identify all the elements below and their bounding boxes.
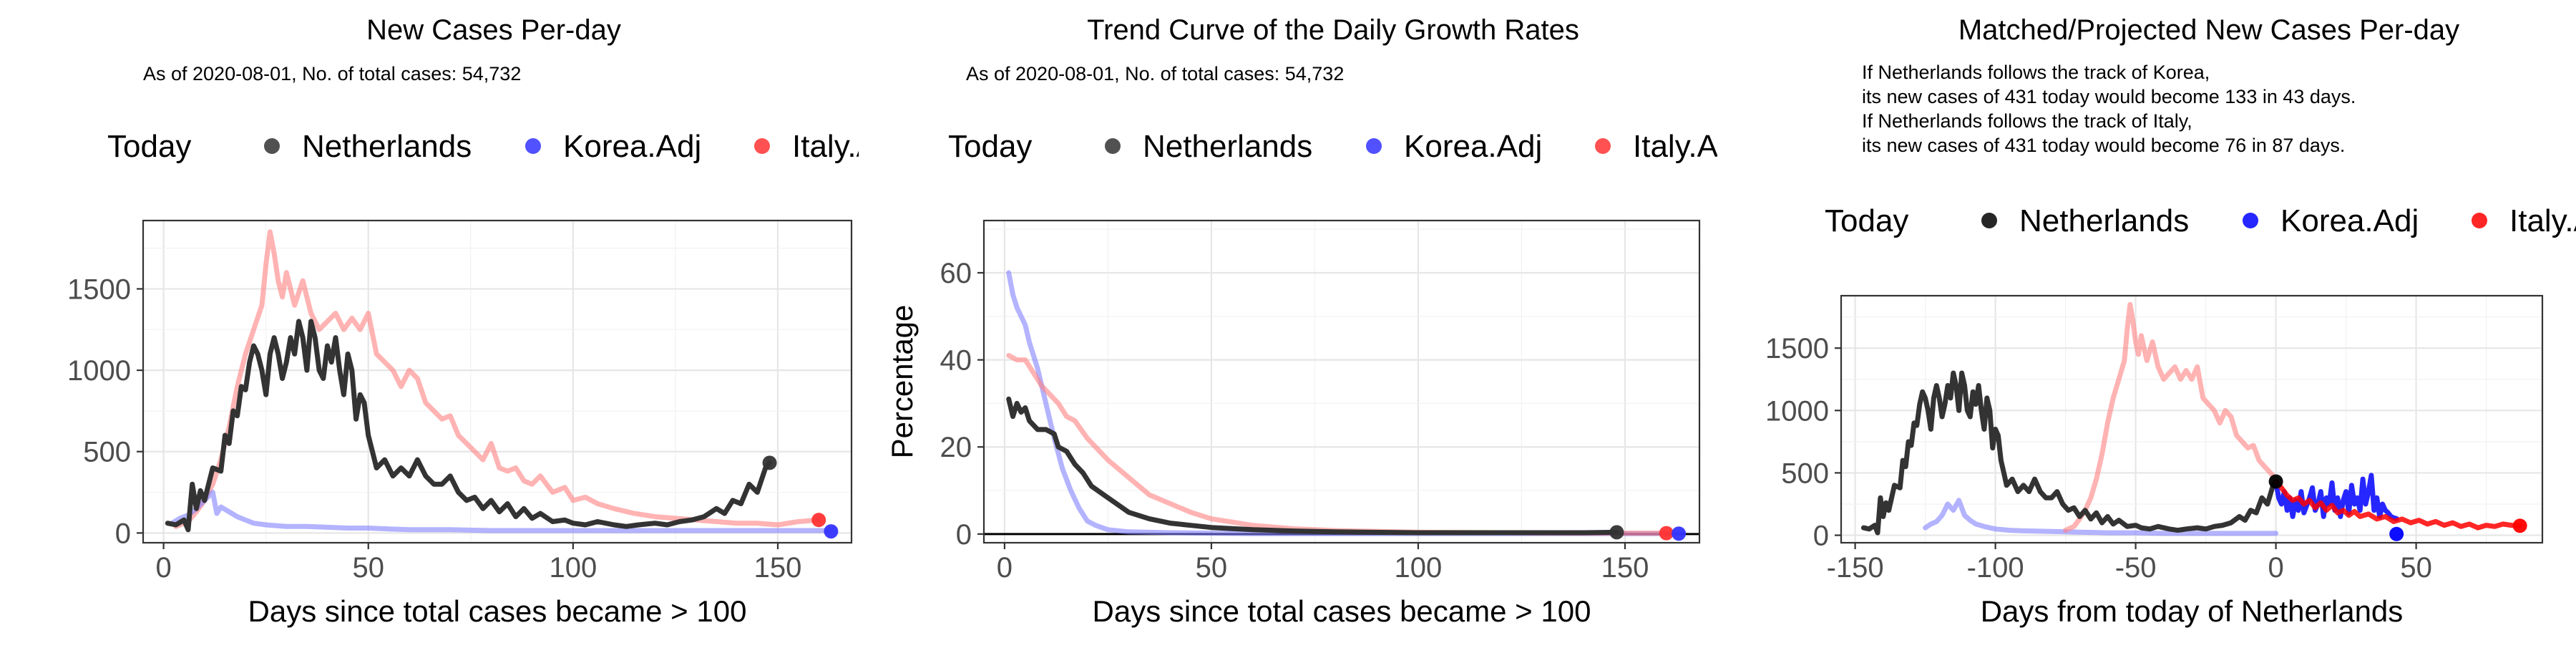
- legend-marker-korea-adj: [525, 138, 541, 154]
- legend-title: Today: [948, 129, 1032, 164]
- legend-label-netherlands: Netherlands: [1143, 129, 1312, 164]
- legend-marker-netherlands: [1105, 138, 1121, 154]
- legend-title: Today: [1825, 203, 1908, 238]
- today-point-korea-adj: [824, 524, 839, 539]
- legend-label-italy-adj: Italy.Adj: [792, 129, 902, 164]
- today-point-italy-adj: [1659, 526, 1674, 541]
- legend-label-korea-adj: Korea.Adj: [1404, 129, 1542, 164]
- legend-marker-netherlands: [1981, 213, 1997, 228]
- y-tick-label: 0: [1813, 521, 1829, 552]
- legend: Today Netherlands Korea.Adj Italy.Adj: [1825, 203, 2576, 238]
- chart-subtitle-line: its new cases of 431 today would become …: [1862, 86, 2356, 107]
- chart-subtitle-line: As of 2020-08-01, No. of total cases: 54…: [143, 63, 521, 84]
- x-tick-label: 50: [2400, 552, 2432, 584]
- y-axis-label: Percentage: [885, 305, 919, 459]
- today-point-korea-adj: [2389, 526, 2404, 541]
- y-tick-label: 1500: [1765, 333, 1829, 364]
- legend-marker-korea-adj: [1366, 138, 1382, 154]
- chart-panel-1: New Cases Per-day As of 2020-08-01, No. o…: [67, 14, 902, 628]
- y-tick-label: 40: [940, 345, 972, 377]
- data-layer: [984, 270, 1699, 536]
- today-point-italy-adj: [2512, 518, 2527, 533]
- chart-title: Matched/Projected New Cases Per-day: [1958, 14, 2459, 46]
- data-layer: [165, 229, 834, 533]
- y-tick-label: 500: [83, 437, 131, 468]
- x-tick-label: -100: [1967, 552, 2024, 584]
- series-line-italy-adj: [1006, 353, 1669, 536]
- grid: [984, 221, 1699, 543]
- series-line-korea-adj: [1923, 498, 2279, 536]
- today-point-korea-adj: [1672, 526, 1687, 541]
- chart-subtitle-line: If Netherlands follows the track of Kore…: [1862, 62, 2210, 83]
- series-line-netherlands: [1006, 396, 1619, 536]
- y-tick-label: 500: [1781, 458, 1829, 489]
- x-tick-label: 150: [1601, 552, 1649, 584]
- series-line-italy-adj: [173, 229, 821, 529]
- y-tick-label: 60: [940, 258, 972, 289]
- x-tick-label: 0: [2268, 552, 2283, 584]
- today-point-netherlands: [1609, 525, 1624, 540]
- today-point-italy-adj: [811, 513, 826, 528]
- legend-marker-korea-adj: [2243, 213, 2258, 228]
- x-tick-label: 100: [1395, 552, 1443, 584]
- chart-subtitle-line: its new cases of 431 today would become …: [1862, 135, 2345, 156]
- legend-label-korea-adj: Korea.Adj: [563, 129, 701, 164]
- x-axis-label: Days from today of Netherlands: [1981, 594, 2404, 628]
- x-tick-label: 100: [549, 552, 597, 584]
- y-tick-label: 20: [940, 432, 972, 463]
- plot-frame: [1840, 294, 2544, 544]
- legend-marker-italy-adj: [754, 138, 770, 154]
- x-tick-label: -150: [1827, 552, 1884, 584]
- data-layer: [1860, 301, 2523, 536]
- chart-title: New Cases Per-day: [366, 14, 621, 46]
- y-tick-label: 1000: [67, 355, 131, 387]
- chart-subtitle-line: If Netherlands follows the track of Ital…: [1862, 110, 2192, 132]
- legend-marker-italy-adj: [1595, 138, 1611, 154]
- chart-panel-3: Matched/Projected New Cases Per-day If Ne…: [1765, 14, 2576, 628]
- series-line-italy-adj-projected: [2273, 478, 2523, 531]
- legend-marker-italy-adj: [2472, 213, 2487, 228]
- legend-label-korea-adj: Korea.Adj: [2280, 203, 2419, 238]
- chart-subtitle-line: As of 2020-08-01, No. of total cases: 54…: [966, 63, 1344, 84]
- today-point-netherlands: [2268, 474, 2283, 489]
- legend-title: Today: [107, 129, 191, 164]
- series-line-italy-adj: [2063, 301, 2279, 533]
- x-axis-label: Days since total cases became > 100: [248, 594, 747, 628]
- x-tick-label: 0: [997, 552, 1013, 584]
- series-line-korea-adj: [169, 490, 834, 533]
- today-point-netherlands: [762, 455, 777, 470]
- plot-frame: [982, 219, 1701, 544]
- y-tick-label: 1000: [1765, 395, 1829, 427]
- legend-label-netherlands: Netherlands: [2019, 203, 2189, 238]
- x-tick-label: 50: [352, 552, 384, 584]
- series-line-netherlands: [165, 319, 772, 533]
- legend-label-italy-adj: Italy.Adj: [1633, 129, 1742, 164]
- x-tick-label: 50: [1196, 552, 1228, 584]
- legend-label-italy-adj: Italy.Adj: [2509, 203, 2576, 238]
- x-tick-label: 150: [754, 552, 802, 584]
- chart-title: Trend Curve of the Daily Growth Rates: [1087, 14, 1579, 46]
- x-tick-label: -50: [2115, 552, 2157, 584]
- x-axis-label: Days since total cases became > 100: [1093, 594, 1591, 628]
- plot-frame: [142, 219, 853, 544]
- y-tick-label: 1500: [67, 274, 131, 305]
- legend: Today Netherlands Korea.Adj Italy.Adj: [948, 129, 1742, 164]
- legend-label-netherlands: Netherlands: [302, 129, 472, 164]
- series-line-netherlands: [1860, 370, 2279, 536]
- y-tick-label: 0: [956, 519, 972, 551]
- chart-panel-2: Trend Curve of the Daily Growth Rates As …: [885, 14, 1742, 628]
- y-tick-label: 0: [115, 518, 131, 549]
- x-tick-label: 0: [155, 552, 171, 584]
- legend-marker-netherlands: [264, 138, 280, 154]
- legend: Today Netherlands Korea.Adj Italy.Adj: [107, 129, 902, 164]
